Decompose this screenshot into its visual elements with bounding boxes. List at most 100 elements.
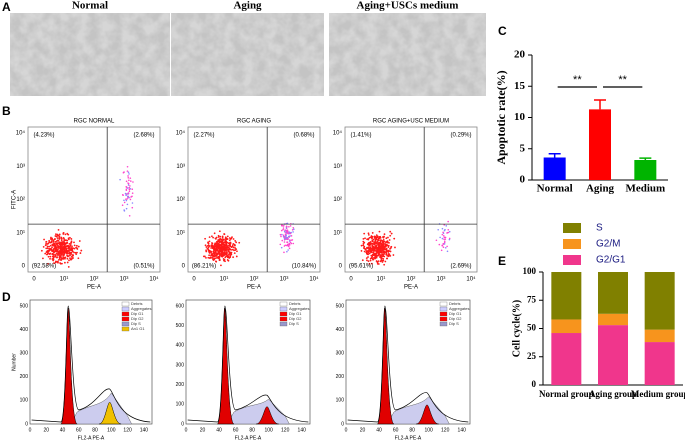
y-tick-label: 0 [339, 264, 343, 270]
y-tick-label: 200 [176, 382, 185, 388]
flow-dot [131, 192, 134, 194]
legend-label: Aggregates [449, 306, 469, 311]
y-tick-label: 100 [523, 266, 537, 276]
flow-dot [378, 244, 380, 247]
flow-dot [223, 259, 225, 262]
legend-swatch [439, 316, 448, 322]
flow-dot [218, 230, 221, 233]
micrograph-label: Normal [72, 0, 108, 12]
y-tick-label: 10² [333, 197, 342, 203]
legend-swatch [279, 306, 288, 312]
flow-dot [69, 242, 72, 245]
x-tick-label: 10² [250, 277, 259, 283]
flow-dot [128, 173, 130, 175]
flow-dot [374, 239, 377, 242]
flow-dot [290, 242, 293, 245]
flow-dot [59, 262, 62, 265]
flow-dot [361, 259, 364, 262]
flow-dot [214, 237, 217, 240]
flow-dot [387, 236, 389, 239]
flow-dot [71, 257, 74, 259]
flow-dot [383, 248, 385, 251]
flow-dot [46, 247, 49, 250]
bar-segment [551, 272, 582, 320]
flow-dot [69, 257, 71, 260]
flow-dot [57, 259, 60, 261]
flow-dot [73, 241, 75, 244]
flow-dot [216, 248, 219, 251]
flow-title: RGC AGING+USC MEDIUM [373, 119, 449, 125]
flow-dot [374, 256, 377, 259]
y-tick-label: 400 [20, 327, 29, 333]
flow-dot [50, 236, 52, 239]
flow-dot [57, 244, 60, 247]
flow-dot [205, 256, 207, 259]
flow-dot [75, 253, 78, 256]
flow-dot [443, 241, 446, 244]
flow-dot [203, 255, 206, 258]
flow-dot [368, 247, 370, 250]
flow-dot [215, 236, 218, 239]
flow-dot [73, 244, 76, 247]
flow-dot [213, 255, 216, 258]
flow-dot [62, 248, 65, 251]
flow-dot [217, 255, 220, 258]
y-tick-label: 0 [25, 421, 28, 427]
flow-dot [282, 228, 284, 231]
flow-dot [381, 248, 384, 250]
flow-dot [50, 247, 52, 250]
flow-dot [64, 257, 66, 260]
flow-dot [65, 248, 68, 250]
flow-dot [382, 257, 385, 260]
flow-dot [385, 247, 388, 250]
flow-dot [238, 241, 241, 244]
flow-dot [219, 235, 222, 238]
flow-dot [366, 259, 368, 262]
y-axis-label: Number [11, 353, 17, 371]
flow-dot [224, 240, 227, 242]
flow-dot [220, 242, 223, 245]
y-axis-label: FITC-A [12, 190, 18, 209]
flow-dot [69, 248, 72, 250]
y-tick-label: 500 [20, 303, 29, 309]
flow-dot [127, 177, 130, 179]
flow-dot [127, 197, 129, 199]
flow-dot [374, 241, 377, 244]
flow-dot [367, 233, 370, 236]
flow-dot [283, 224, 285, 227]
flow-dot [54, 246, 56, 249]
x-tick-label: 0 [32, 277, 36, 283]
flow-dot [376, 255, 379, 257]
flow-dot [218, 246, 221, 248]
x-tick-label: 120 [281, 427, 290, 433]
flow-dot [228, 257, 231, 259]
legend-label: Dip G2 [449, 316, 462, 321]
flow-dot [209, 256, 212, 259]
flow-dot [55, 235, 58, 238]
flow-dot [360, 250, 363, 252]
panel-letter: C [498, 24, 507, 38]
flow-dot [64, 233, 67, 236]
flow-dot [213, 252, 216, 255]
flow-dot [205, 250, 208, 253]
flow-dot [233, 249, 235, 252]
bar-segment [644, 342, 675, 385]
legend-label: S [596, 223, 603, 234]
flow-dot [70, 252, 72, 255]
flow-dot [207, 256, 210, 259]
bar [589, 109, 611, 180]
flow-dot [225, 246, 228, 249]
x-tick-label: 140 [140, 427, 149, 433]
legend-swatch [439, 321, 448, 327]
flow-dot [212, 247, 214, 250]
flow-dot [444, 246, 447, 249]
flow-dot [127, 182, 130, 185]
flow-dot [362, 240, 365, 243]
flow-dot [439, 236, 441, 239]
y-tick-label: 10¹ [333, 230, 342, 236]
x-tick-label: 40 [216, 427, 222, 433]
flow-dot [227, 244, 229, 247]
flow-frame [344, 126, 478, 273]
y-tick-label: 5 [520, 142, 526, 154]
flow-dot [382, 238, 385, 241]
